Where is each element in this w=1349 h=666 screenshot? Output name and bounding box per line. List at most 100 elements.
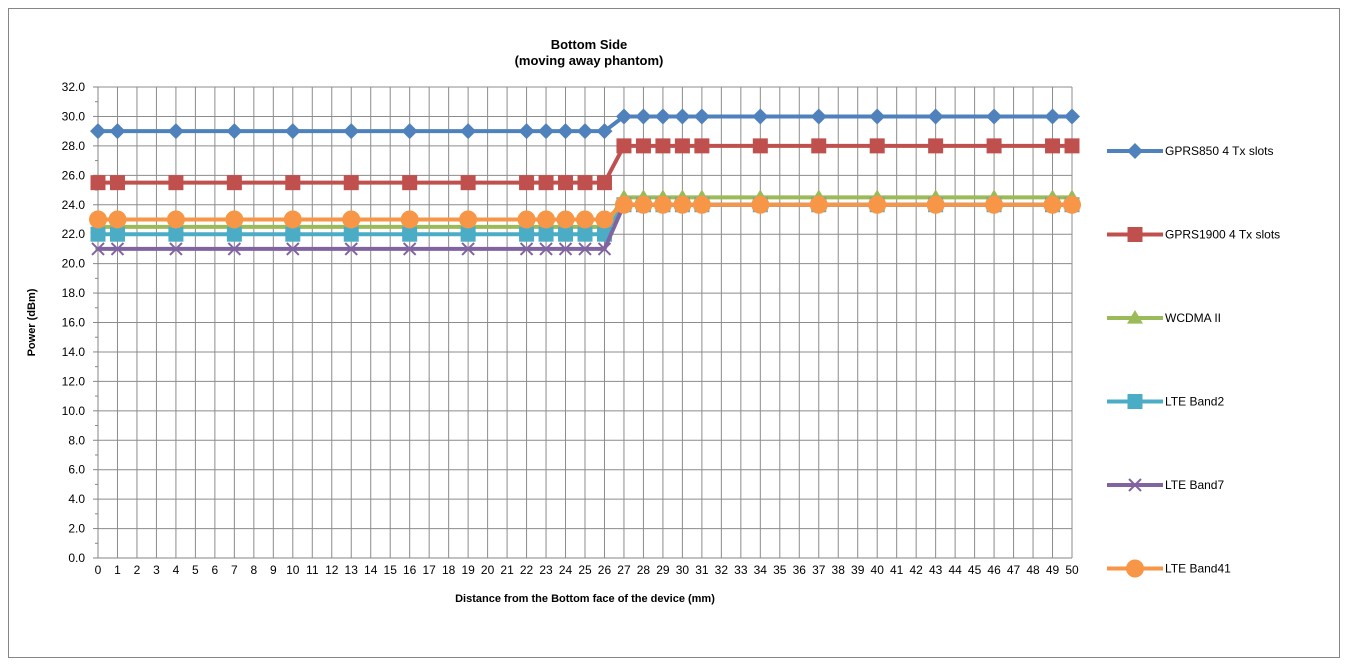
x-tick-label: 49 — [1046, 563, 1060, 577]
series-6-point — [809, 195, 828, 214]
y-tick-label: 32.0 — [62, 80, 86, 94]
series-4-point — [402, 226, 418, 242]
x-tick-label: 1 — [114, 563, 121, 577]
y-tick-label: 30.0 — [62, 109, 86, 123]
x-tick-label: 41 — [890, 563, 904, 577]
series-6-point — [108, 210, 127, 229]
series-1-point — [401, 123, 418, 140]
series-6-point — [89, 210, 107, 229]
series-5-point — [169, 242, 183, 256]
x-tick-label: 34 — [754, 563, 768, 577]
series-6-point — [556, 210, 575, 229]
series-6-point — [751, 195, 770, 214]
legend-marker-6 — [1126, 559, 1144, 578]
series-6-point — [225, 210, 244, 229]
series-1-point — [1044, 108, 1061, 125]
x-tick-label: 26 — [598, 563, 612, 577]
series-5-point — [227, 242, 242, 256]
series-5-point — [519, 242, 534, 256]
x-tick-label: 22 — [520, 563, 534, 577]
series-5-point — [539, 242, 553, 256]
legend-label-3: WCDMA II — [1165, 311, 1221, 325]
x-tick-label: 12 — [325, 563, 339, 577]
series-1-point — [1064, 108, 1080, 125]
series-2-point — [226, 175, 242, 191]
x-tick-label: 19 — [461, 563, 475, 577]
series-2-point — [986, 138, 1002, 154]
x-tick-label: 3 — [153, 563, 160, 577]
y-tick-label: 16.0 — [62, 316, 86, 330]
series-6-point — [537, 210, 556, 229]
x-tick-label: 47 — [1007, 563, 1021, 577]
series-5-point — [402, 242, 417, 256]
x-tick-label: 6 — [212, 563, 219, 577]
y-tick-label: 4.0 — [68, 492, 85, 506]
series-5-point — [110, 242, 125, 256]
series-6-point — [576, 210, 594, 229]
y-tick-label: 20.0 — [62, 257, 86, 271]
series-6-point — [400, 210, 419, 229]
x-tick-label: 5 — [192, 563, 199, 577]
series-6-point — [985, 195, 1004, 214]
series-1-point — [810, 108, 827, 125]
series-4-point — [285, 226, 301, 242]
x-tick-label: 18 — [442, 563, 456, 577]
x-tick-label: 39 — [851, 563, 865, 577]
x-tick-label: 32 — [715, 563, 729, 577]
series-1-point — [343, 123, 360, 140]
x-tick-label: 9 — [270, 563, 277, 577]
series-4-point — [558, 226, 574, 242]
series-2-point — [109, 175, 125, 191]
series-2-point — [1045, 138, 1061, 154]
series-2-point — [577, 175, 593, 191]
x-tick-label: 40 — [871, 563, 885, 577]
legend-marker-3 — [1127, 310, 1143, 324]
series-1-point — [557, 123, 574, 140]
series-6-point — [673, 195, 692, 214]
x-tick-label: 42 — [909, 563, 923, 577]
series-6-point — [1043, 195, 1062, 214]
series-6-point — [459, 210, 478, 229]
series-2-point — [558, 175, 574, 191]
y-tick-label: 18.0 — [62, 286, 86, 300]
x-tick-label: 15 — [384, 563, 398, 577]
series-2-point — [519, 175, 535, 191]
x-tick-label: 27 — [617, 563, 631, 577]
series-1-point — [90, 123, 106, 140]
series-1-point — [109, 123, 126, 140]
series-6-point — [517, 210, 536, 229]
series-2-point — [285, 175, 301, 191]
y-tick-label: 10.0 — [62, 404, 86, 418]
series-6-point — [926, 195, 945, 214]
x-tick-label: 8 — [250, 563, 257, 577]
series-2-point — [694, 138, 710, 154]
legend-marker-4 — [1127, 394, 1143, 409]
x-tick-label: 21 — [500, 563, 514, 577]
x-tick-label: 20 — [481, 563, 495, 577]
series-1-point — [596, 123, 613, 140]
series-2-point — [596, 175, 612, 191]
series-1-point — [167, 123, 184, 140]
x-tick-label: 33 — [734, 563, 748, 577]
y-tick-label: 24.0 — [62, 198, 86, 212]
series-1-point — [460, 123, 477, 140]
series-5-point — [578, 242, 592, 256]
series-2-point — [811, 138, 827, 154]
x-tick-label: 44 — [948, 563, 962, 577]
y-tick-label: 28.0 — [62, 139, 86, 153]
x-tick-label: 23 — [539, 563, 553, 577]
series-2-point — [928, 138, 944, 154]
legend-label-5: LTE Band7 — [1165, 478, 1224, 492]
x-tick-label: 11 — [306, 563, 319, 577]
series-1-point — [674, 108, 691, 125]
chart-subtitle: (moving away phantom) — [515, 53, 664, 68]
x-tick-label: 50 — [1065, 563, 1079, 577]
x-tick-label: 10 — [286, 563, 300, 577]
x-tick-label: 2 — [134, 563, 141, 577]
x-tick-label: 17 — [422, 563, 436, 577]
y-axis-label: Power (dBm) — [26, 288, 38, 356]
x-tick-label: 16 — [403, 563, 417, 577]
series-5-point — [461, 242, 475, 256]
y-tick-label: 0.0 — [68, 551, 85, 565]
y-tick-label: 2.0 — [68, 522, 85, 536]
